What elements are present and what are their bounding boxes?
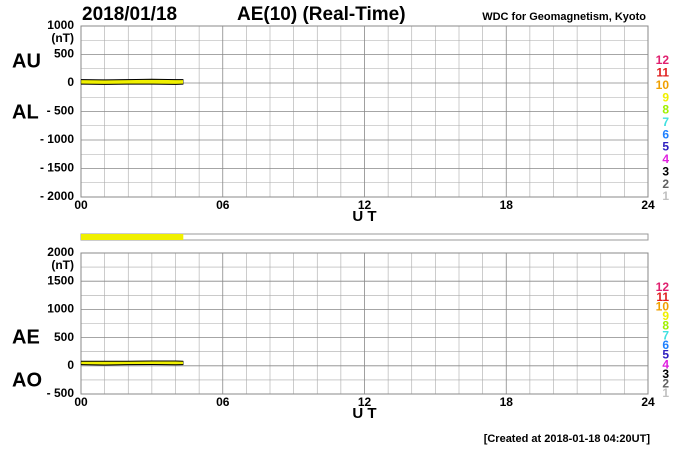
station-count: 11 xyxy=(656,66,669,80)
station-count: 8 xyxy=(662,319,669,333)
station-count: 2 xyxy=(662,377,669,391)
x-tick-label: 12 xyxy=(358,395,372,409)
x-tick-label: 06 xyxy=(216,395,230,409)
station-count: 11 xyxy=(656,290,669,304)
x-tick-label: 00 xyxy=(74,198,88,212)
y-tick-label: 1000 xyxy=(47,18,74,32)
x-tick-label: 18 xyxy=(500,198,514,212)
source: WDC for Geomagnetism, Kyoto xyxy=(482,11,646,23)
station-count: 2 xyxy=(662,177,669,191)
station-count: 5 xyxy=(662,140,669,154)
series-label: AL xyxy=(12,101,39,123)
x-tick-label: 12 xyxy=(358,198,372,212)
station-count: 12 xyxy=(656,53,670,67)
y-tick-label: - 2000 xyxy=(40,189,74,203)
station-count: 5 xyxy=(662,348,669,362)
y-tick-label: 2000 xyxy=(47,245,74,259)
y-tick-label: 0 xyxy=(67,358,74,372)
y-tick-label: - 500 xyxy=(47,104,75,118)
y-tick-label: - 1000 xyxy=(40,132,74,146)
date: 2018/01/18 xyxy=(82,4,177,25)
x-tick-label: 06 xyxy=(216,198,230,212)
station-count: 3 xyxy=(662,164,669,178)
station-count: 1 xyxy=(662,386,669,400)
station-count: 7 xyxy=(662,115,669,129)
station-count: 6 xyxy=(662,127,669,141)
series-label: AE xyxy=(12,326,40,348)
title: AE(10) (Real-Time) xyxy=(237,4,406,25)
station-count: 6 xyxy=(662,338,669,352)
x-tick-label: 18 xyxy=(500,395,514,409)
y-tick-label: - 500 xyxy=(47,386,75,400)
station-count: 7 xyxy=(662,328,669,342)
y-tick-label: 500 xyxy=(54,330,74,344)
footer: [Created at 2018-01-18 04:20UT] xyxy=(484,433,651,445)
station-count: 1 xyxy=(662,189,669,203)
station-count: 10 xyxy=(656,299,670,313)
series-label: AU xyxy=(12,50,41,72)
station-count: 4 xyxy=(662,357,669,371)
y-tick-label: 1500 xyxy=(47,273,74,287)
x-tick-label: 24 xyxy=(641,395,655,409)
x-tick-label: 00 xyxy=(74,395,88,409)
station-count: 10 xyxy=(656,78,670,92)
station-count: 4 xyxy=(662,152,669,166)
coverage-bar xyxy=(81,234,184,240)
y-tick-label: 1000 xyxy=(47,302,74,316)
station-count: 12 xyxy=(656,280,670,294)
station-count: 3 xyxy=(662,367,669,381)
y-unit: (nT) xyxy=(51,258,74,272)
x-axis-label: U T xyxy=(352,405,376,422)
station-count: 9 xyxy=(662,309,669,323)
station-count: 8 xyxy=(662,103,669,117)
y-tick-label: - 1500 xyxy=(40,161,74,175)
series-label: AO xyxy=(12,369,42,391)
x-tick-label: 24 xyxy=(641,198,655,212)
y-unit: (nT) xyxy=(51,31,74,45)
station-count: 9 xyxy=(662,90,669,104)
x-axis-label: U T xyxy=(352,208,376,225)
y-tick-label: 500 xyxy=(54,47,74,61)
y-tick-label: 0 xyxy=(67,75,74,89)
series-line xyxy=(80,78,184,81)
